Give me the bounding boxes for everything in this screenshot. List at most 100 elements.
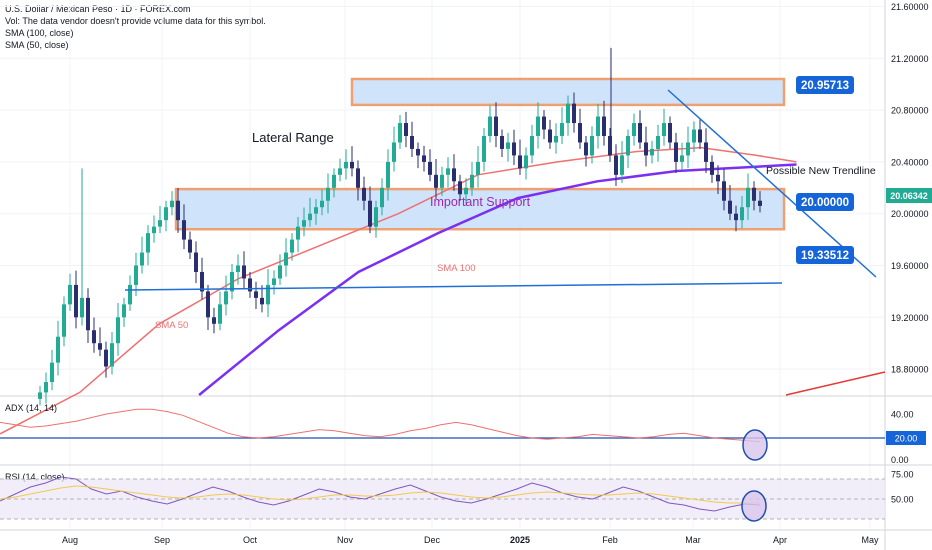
adx-tick-0: 0.00 xyxy=(891,455,909,465)
price-tick-3: 20.00000 xyxy=(891,209,929,219)
price-tick-2: 19.60000 xyxy=(891,261,929,271)
candle-body xyxy=(68,284,72,305)
candle-body xyxy=(572,103,576,124)
time-tick-apr: Apr xyxy=(773,535,787,545)
time-tick-mar: Mar xyxy=(685,535,701,545)
sma-100-annotation: SMA 100 xyxy=(437,263,476,274)
candle-body xyxy=(536,116,540,136)
symbol-title[interactable]: U.S. Dollar / Mexican Peso · 1D · FOREX.… xyxy=(5,4,191,14)
candle-body xyxy=(758,200,762,206)
candle-body xyxy=(626,135,630,156)
price-tick-6: 21.20000 xyxy=(891,54,929,64)
candle-body xyxy=(446,168,450,175)
candle-body xyxy=(200,271,204,292)
candle-body xyxy=(674,142,678,162)
candle-body xyxy=(278,265,282,279)
adx-highlight-circle xyxy=(742,429,768,461)
candle-body xyxy=(362,187,366,201)
candle-body xyxy=(320,200,324,208)
candle-body xyxy=(338,168,342,175)
candle-body xyxy=(464,187,468,195)
time-tick-feb: Feb xyxy=(602,535,618,545)
candle-body xyxy=(500,135,504,149)
sma-50-legend[interactable]: SMA (50, close) xyxy=(5,40,69,50)
candle-body xyxy=(656,135,660,149)
candle-body xyxy=(38,392,42,399)
candle-body xyxy=(128,284,132,305)
time-tick-sep: Sep xyxy=(154,535,170,545)
candle-body xyxy=(590,135,594,156)
adx-level-badge xyxy=(886,431,926,445)
possible-trendline xyxy=(667,89,877,278)
candle-body xyxy=(356,168,360,188)
price-tick-5: 20.80000 xyxy=(891,106,929,116)
candle-body xyxy=(578,123,582,143)
zone-1 xyxy=(174,187,786,231)
candle-body xyxy=(218,304,222,324)
candle-body xyxy=(266,284,270,305)
candle-body xyxy=(314,207,318,214)
price-tick-7: 21.60000 xyxy=(891,2,929,12)
volume-note: Vol: The data vendor doesn't provide vol… xyxy=(5,16,266,26)
sma-100-legend[interactable]: SMA (100, close) xyxy=(5,28,74,38)
candle-body xyxy=(326,187,330,201)
callout-20-00000: 20.00000 xyxy=(801,197,849,209)
candle-body xyxy=(368,200,372,227)
adx-pane: ADX (14, 14) 40.00 0.00 20.00 xyxy=(0,403,926,465)
callout-20-95713-box xyxy=(796,76,854,94)
candle-body xyxy=(518,155,522,169)
candle-body xyxy=(584,142,588,156)
rsi-title: RSI (14, close) xyxy=(5,472,65,482)
candle-body xyxy=(434,174,438,188)
last-price-badge xyxy=(886,188,932,203)
candle-body xyxy=(116,317,120,344)
candle-body xyxy=(176,200,180,221)
rsi-ma-line xyxy=(0,485,760,504)
price-tick-0: 18.80000 xyxy=(891,365,929,375)
candle-body xyxy=(542,116,546,130)
candle-body xyxy=(554,135,558,143)
callout-20-00000-box xyxy=(796,193,854,211)
annotation-layer: 20.95713 20.00000 19.33512 Lateral Range Pos… xyxy=(155,76,876,331)
last-price-label: 20.06342 xyxy=(890,191,928,201)
candle-body xyxy=(344,161,348,169)
candle-body xyxy=(662,123,666,136)
candle-body xyxy=(560,123,564,136)
candle-body xyxy=(104,349,108,367)
candle-body xyxy=(476,161,480,175)
candle-body xyxy=(86,297,90,331)
rsi-line xyxy=(0,476,761,512)
candle-body xyxy=(110,343,114,367)
candle-body xyxy=(716,174,720,182)
candle-body xyxy=(272,278,276,285)
adx-tick-40: 40.00 xyxy=(891,410,914,420)
candle-body xyxy=(746,187,750,208)
sma-100-line xyxy=(198,163,797,396)
candle-body xyxy=(680,155,684,162)
candle-body xyxy=(728,200,732,214)
candle-body xyxy=(182,220,186,240)
candle-body xyxy=(236,265,240,272)
candle-body xyxy=(392,142,396,162)
adx-level-label: 20.00 xyxy=(895,434,918,444)
candle-body xyxy=(332,174,336,188)
candle-body xyxy=(512,142,516,156)
candles-layer xyxy=(38,47,762,406)
time-tick-aug: Aug xyxy=(62,535,78,545)
candle-body xyxy=(260,297,264,305)
time-tick-may: May xyxy=(861,535,879,545)
candle-body xyxy=(494,116,498,136)
candle-body xyxy=(692,129,696,143)
candle-body xyxy=(404,123,408,136)
price-axis: 18.80000 19.20000 19.60000 20.00000 20.40000… xyxy=(886,2,932,375)
candle-body xyxy=(632,123,636,136)
candle-body xyxy=(506,142,510,149)
candle-body xyxy=(296,226,300,240)
time-tick-dec: Dec xyxy=(424,535,441,545)
rsi-tick-75: 75.00 xyxy=(891,470,914,480)
time-axis: Aug Sep Oct Nov Dec 2025 Feb Mar Apr May xyxy=(62,535,879,545)
candle-body xyxy=(620,155,624,175)
callout-20-95713: 20.95713 xyxy=(801,80,849,92)
